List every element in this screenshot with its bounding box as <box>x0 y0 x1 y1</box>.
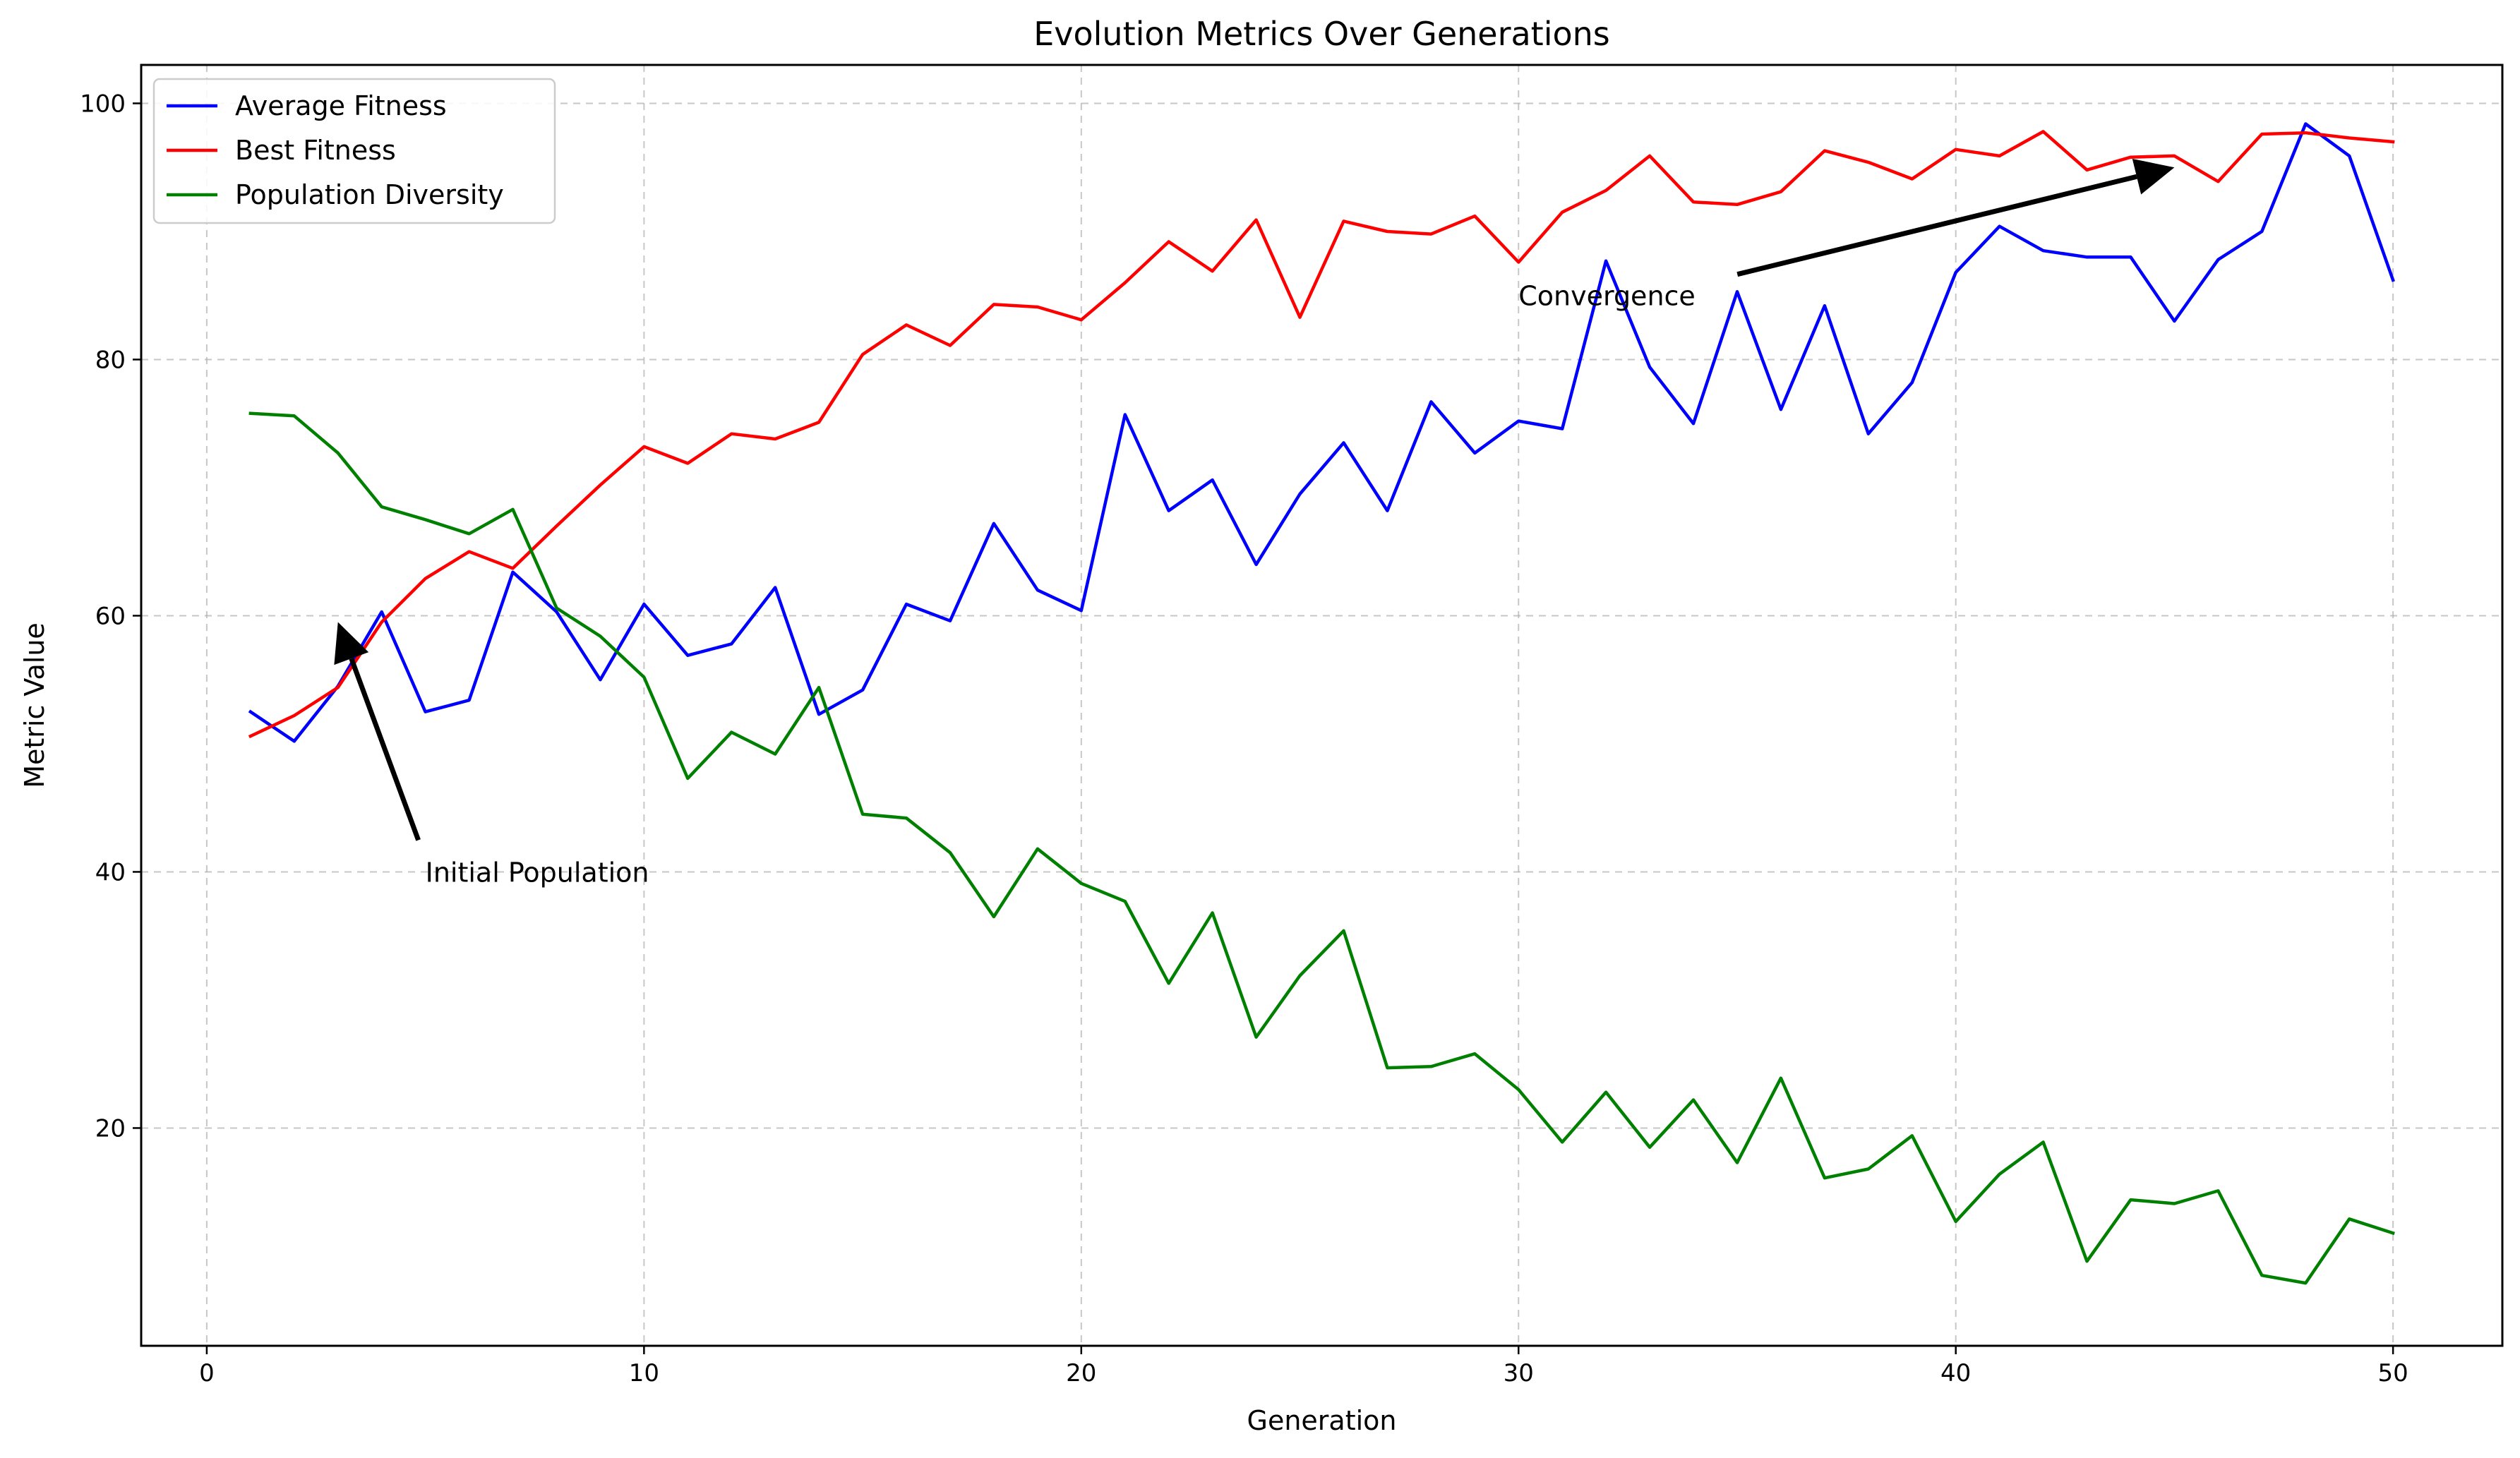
x-tick-label: 0 <box>199 1359 215 1387</box>
x-tick-label: 10 <box>629 1359 659 1387</box>
y-axis-title: Metric Value <box>19 622 50 788</box>
series-line-average-fitness <box>248 122 2395 743</box>
annotation-arrow-head <box>2132 159 2175 195</box>
y-tick-label: 40 <box>95 858 126 886</box>
y-tick-label: 60 <box>95 602 126 630</box>
legend-label: Average Fitness <box>235 90 447 121</box>
annotations: Initial Population Convergence <box>334 159 2175 888</box>
y-tick-label: 80 <box>95 346 126 374</box>
series-line-population-diversity <box>248 411 2395 1285</box>
plot-frame <box>140 64 2504 1347</box>
grid <box>141 65 2502 1346</box>
axis-ticks: 0 10 20 30 40 50 20 40 60 80 100 <box>80 90 2408 1387</box>
legend-box <box>152 78 556 224</box>
legend-label: Population Diversity <box>235 179 504 210</box>
y-tick-label: 100 <box>80 90 126 118</box>
series-line-best-fitness <box>248 130 2395 739</box>
x-tick-label: 30 <box>1504 1359 1534 1387</box>
x-tick-label: 50 <box>2378 1359 2408 1387</box>
annotation-label: Convergence <box>1518 281 1696 312</box>
x-tick-label: 40 <box>1940 1359 1971 1387</box>
legend: Average Fitness Best Fitness Population Di… <box>152 78 556 224</box>
series-lines <box>248 122 2395 1285</box>
chart-title: Evolution Metrics Over Generations <box>1033 15 1610 53</box>
annotation-arrow-head <box>334 622 369 665</box>
annotation-label: Initial Population <box>426 857 649 888</box>
legend-label: Best Fitness <box>235 135 396 166</box>
x-axis-title: Generation <box>1247 1405 1397 1436</box>
annotation-arrow-shaft <box>1736 174 2137 277</box>
y-tick-label: 20 <box>95 1114 126 1143</box>
x-tick-label: 20 <box>1066 1359 1096 1387</box>
annotation-arrow-shaft <box>349 657 421 841</box>
